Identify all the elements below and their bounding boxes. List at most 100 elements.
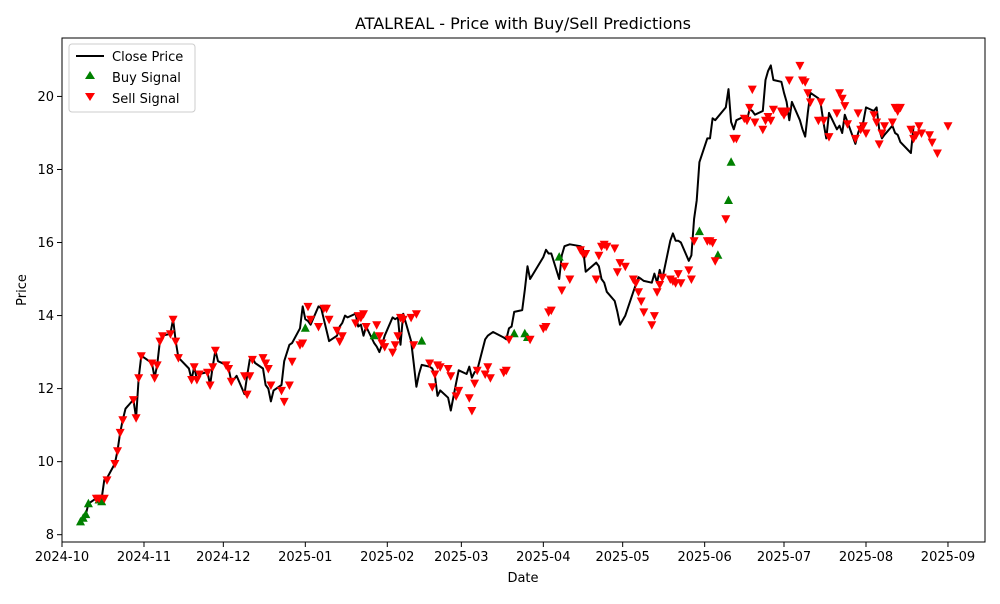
- sell-signal-marker: [398, 315, 408, 325]
- sell-signal-marker: [647, 321, 657, 330]
- sell-signal-marker: [832, 109, 842, 118]
- legend-box: [68, 43, 196, 113]
- legend-buy-label: Buy Signal: [112, 71, 181, 86]
- sell-signal-marker: [747, 85, 757, 95]
- sell-signal-marker: [869, 111, 879, 120]
- sell-signal-marker: [887, 118, 897, 127]
- chart-title: ATALREAL - Price with Buy/Sell Predictio…: [355, 14, 691, 33]
- x-tick-label: 2024-11: [117, 550, 171, 565]
- sell-signal-marker: [303, 302, 313, 312]
- buy-signal-marker: [369, 330, 379, 340]
- sell-signal-marker: [152, 361, 162, 370]
- sell-signal-marker: [224, 365, 234, 374]
- y-tick-label: 18: [37, 163, 54, 178]
- sell-signal-marker: [784, 76, 794, 85]
- sell-signal-marker: [388, 348, 398, 358]
- x-tick-label: 2025-02: [360, 550, 414, 565]
- sell-signal-marker: [165, 330, 175, 339]
- sell-signal-marker: [266, 381, 276, 390]
- sell-signal-marker: [917, 129, 926, 138]
- buy-signal-marker: [417, 336, 427, 345]
- sell-signal-marker: [464, 394, 474, 403]
- y-tick-label: 8: [46, 528, 54, 543]
- sell-signal-marker: [835, 89, 844, 98]
- sell-signal-marker: [525, 335, 535, 345]
- sell-signal-marker: [652, 288, 662, 297]
- sell-signal-marker: [411, 310, 421, 319]
- sell-signal-marker: [874, 140, 884, 149]
- sell-signal-marker: [99, 494, 109, 504]
- y-axis-label: Price: [15, 274, 30, 306]
- legend-sell-marker: [85, 93, 95, 101]
- legend-sell-label: Sell Signal: [112, 92, 180, 107]
- sell-signal-marker: [332, 326, 342, 336]
- sell-signal-marker: [708, 239, 718, 248]
- sell-signal-marker: [263, 365, 273, 374]
- sell-signal-marker: [470, 379, 480, 389]
- sell-signal-marker: [636, 297, 646, 306]
- legend: Close Price Buy Signal Sell Signal: [68, 43, 196, 113]
- sell-signal-marker: [819, 116, 829, 126]
- sell-signal-marker: [943, 122, 953, 131]
- sell-signal-marker: [612, 268, 622, 277]
- sell-signal-marker: [258, 354, 268, 363]
- buy-signal-marker: [724, 195, 733, 204]
- plot-area: [76, 61, 953, 526]
- sell-signal-marker: [615, 259, 625, 268]
- x-tick-label: 2024-12: [196, 550, 250, 565]
- y-tick-label: 16: [37, 236, 54, 251]
- sell-signal-marker: [205, 381, 215, 390]
- sell-signal-marker: [927, 138, 937, 148]
- sell-signal-marker: [581, 250, 591, 259]
- y-tick-label: 20: [37, 90, 54, 105]
- sell-signal-marker: [657, 273, 667, 283]
- sell-signal-marker: [673, 270, 683, 279]
- sell-signal-marker: [877, 129, 887, 138]
- close-price-line: [79, 64, 915, 523]
- sell-signal-marker: [324, 315, 334, 325]
- sell-signal-marker: [150, 374, 160, 383]
- sell-signal-marker: [374, 332, 384, 341]
- sell-signal-marker: [359, 310, 368, 319]
- sell-signal-marker: [750, 118, 760, 127]
- sell-signal-marker: [655, 281, 665, 290]
- sell-signal-marker: [594, 251, 604, 261]
- buy-signal-marker: [509, 328, 519, 338]
- legend-close-label: Close Price: [112, 50, 183, 65]
- sell-signal-marker: [306, 315, 316, 325]
- sell-signal-marker: [203, 368, 212, 378]
- sell-signal-marker: [168, 315, 178, 325]
- buy-signal-marker: [554, 252, 564, 261]
- sell-signal-marker: [541, 323, 551, 332]
- sell-signal-marker: [158, 332, 167, 341]
- x-tick-label: 2025-08: [839, 550, 893, 565]
- sell-signal-marker: [110, 460, 120, 469]
- sell-signal-marker: [649, 312, 659, 321]
- sell-signal-marker: [721, 215, 731, 224]
- legend-buy-marker: [85, 71, 95, 79]
- y-tick-label: 14: [37, 309, 54, 324]
- sell-signal-marker: [689, 237, 699, 246]
- sell-signal-marker: [932, 149, 942, 158]
- sell-signal-marker: [745, 103, 755, 113]
- sell-signal-marker: [446, 372, 456, 381]
- sell-signal-marker: [800, 78, 810, 87]
- sell-signal-marker: [850, 134, 860, 144]
- sell-signal-marker: [390, 341, 400, 350]
- y-tick-label: 12: [37, 382, 54, 397]
- sell-signal-marker: [425, 359, 435, 368]
- sell-signal-marker: [557, 286, 567, 295]
- sell-signal-marker: [710, 257, 720, 266]
- sell-signal-marker: [480, 370, 490, 379]
- sell-signal-marker: [843, 120, 852, 129]
- sell-signal-marker: [287, 357, 297, 367]
- sell-signal-marker: [430, 370, 440, 379]
- sell-signal-marker: [467, 407, 477, 416]
- sell-signal-marker: [504, 335, 514, 345]
- sell-signal-marker: [409, 341, 419, 350]
- sell-signal-marker: [639, 308, 649, 317]
- sell-signal-marker: [803, 89, 813, 98]
- sell-signal-marker: [131, 414, 141, 423]
